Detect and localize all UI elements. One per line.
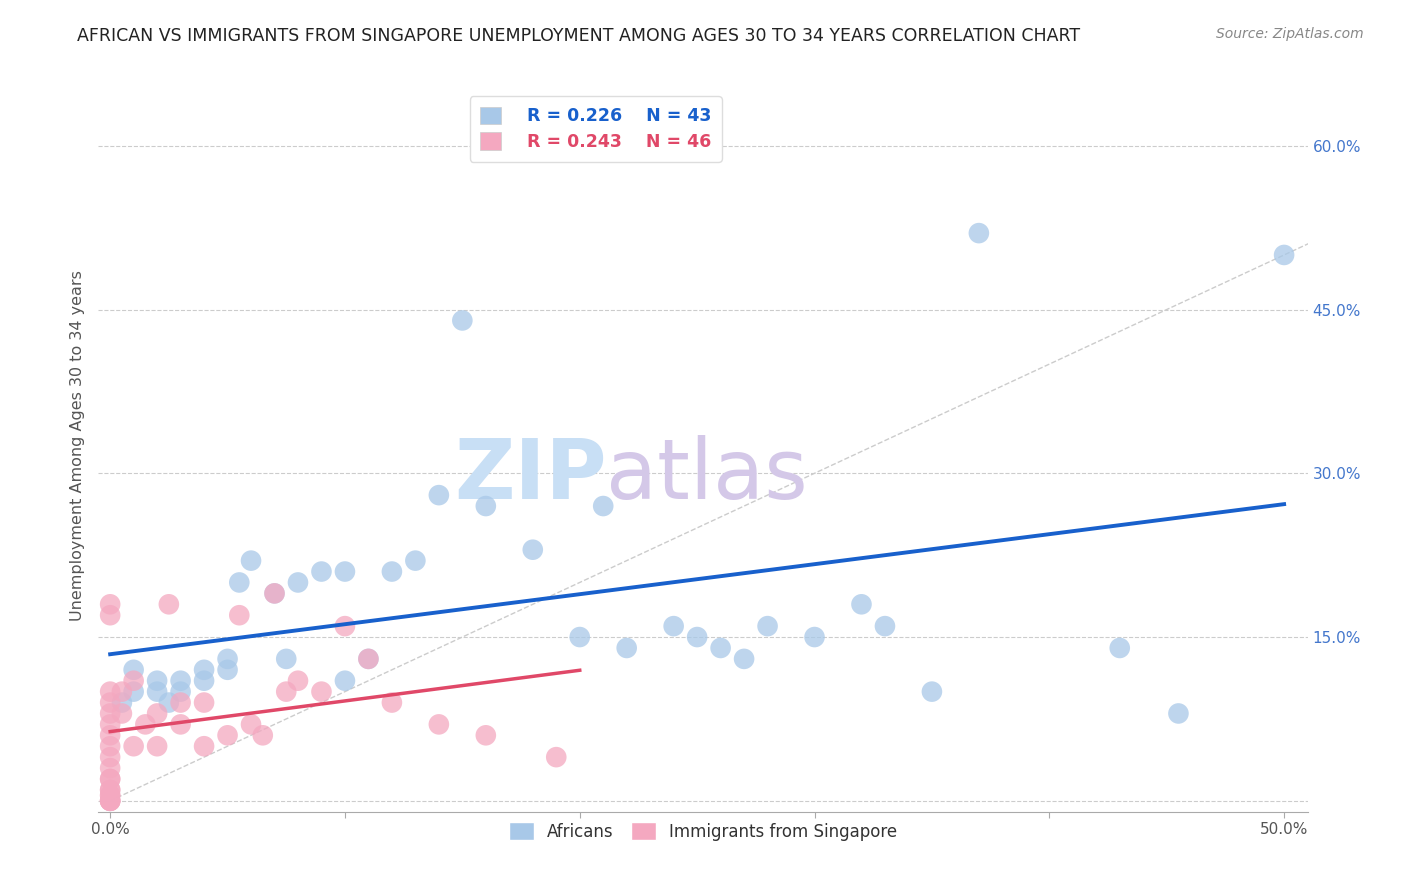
- Point: [98, 750, 121, 764]
- Point: [333, 565, 356, 579]
- Point: [475, 499, 498, 513]
- Point: [157, 696, 180, 710]
- Point: [475, 728, 498, 742]
- Point: [122, 739, 145, 754]
- Point: [263, 586, 285, 600]
- Point: [427, 488, 450, 502]
- Point: [98, 772, 121, 786]
- Point: [967, 226, 990, 240]
- Point: [240, 717, 263, 731]
- Point: [146, 684, 169, 698]
- Point: [98, 739, 121, 754]
- Point: [381, 696, 404, 710]
- Point: [146, 673, 169, 688]
- Point: [98, 696, 121, 710]
- Point: [217, 652, 239, 666]
- Text: ZIP: ZIP: [454, 434, 606, 516]
- Point: [122, 673, 145, 688]
- Point: [921, 684, 943, 698]
- Point: [451, 313, 474, 327]
- Point: [98, 597, 121, 611]
- Point: [1108, 640, 1130, 655]
- Point: [98, 783, 121, 797]
- Point: [157, 597, 180, 611]
- Point: [98, 783, 121, 797]
- Point: [252, 728, 274, 742]
- Point: [169, 696, 191, 710]
- Point: [756, 619, 779, 633]
- Point: [381, 565, 404, 579]
- Point: [263, 586, 285, 600]
- Point: [98, 794, 121, 808]
- Point: [193, 739, 215, 754]
- Point: [146, 739, 169, 754]
- Point: [98, 761, 121, 775]
- Point: [228, 575, 250, 590]
- Point: [122, 663, 145, 677]
- Point: [803, 630, 825, 644]
- Point: [287, 673, 309, 688]
- Point: [98, 772, 121, 786]
- Point: [357, 652, 380, 666]
- Point: [733, 652, 755, 666]
- Point: [333, 673, 356, 688]
- Point: [122, 684, 145, 698]
- Point: [98, 794, 121, 808]
- Point: [98, 794, 121, 808]
- Point: [111, 706, 134, 721]
- Point: [311, 684, 333, 698]
- Point: [240, 554, 263, 568]
- Point: [111, 696, 134, 710]
- Y-axis label: Unemployment Among Ages 30 to 34 years: Unemployment Among Ages 30 to 34 years: [69, 270, 84, 622]
- Point: [357, 652, 380, 666]
- Point: [311, 565, 333, 579]
- Point: [568, 630, 591, 644]
- Point: [404, 554, 426, 568]
- Point: [193, 696, 215, 710]
- Point: [276, 652, 298, 666]
- Point: [333, 619, 356, 633]
- Point: [522, 542, 544, 557]
- Text: AFRICAN VS IMMIGRANTS FROM SINGAPORE UNEMPLOYMENT AMONG AGES 30 TO 34 YEARS CORR: AFRICAN VS IMMIGRANTS FROM SINGAPORE UNE…: [77, 27, 1080, 45]
- Point: [193, 673, 215, 688]
- Point: [851, 597, 873, 611]
- Point: [616, 640, 638, 655]
- Point: [98, 728, 121, 742]
- Point: [592, 499, 614, 513]
- Point: [217, 663, 239, 677]
- Point: [1167, 706, 1189, 721]
- Point: [98, 789, 121, 803]
- Point: [98, 608, 121, 623]
- Point: [1272, 248, 1295, 262]
- Point: [169, 717, 191, 731]
- Point: [873, 619, 896, 633]
- Point: [98, 717, 121, 731]
- Point: [686, 630, 709, 644]
- Point: [710, 640, 733, 655]
- Point: [169, 684, 191, 698]
- Text: Source: ZipAtlas.com: Source: ZipAtlas.com: [1216, 27, 1364, 41]
- Point: [276, 684, 298, 698]
- Point: [546, 750, 568, 764]
- Point: [111, 684, 134, 698]
- Point: [169, 673, 191, 688]
- Legend: Africans, Immigrants from Singapore: Africans, Immigrants from Singapore: [502, 816, 904, 847]
- Point: [134, 717, 156, 731]
- Text: atlas: atlas: [606, 434, 808, 516]
- Point: [98, 684, 121, 698]
- Point: [662, 619, 685, 633]
- Point: [146, 706, 169, 721]
- Point: [98, 706, 121, 721]
- Point: [427, 717, 450, 731]
- Point: [193, 663, 215, 677]
- Point: [98, 789, 121, 803]
- Point: [228, 608, 250, 623]
- Point: [98, 794, 121, 808]
- Point: [217, 728, 239, 742]
- Point: [287, 575, 309, 590]
